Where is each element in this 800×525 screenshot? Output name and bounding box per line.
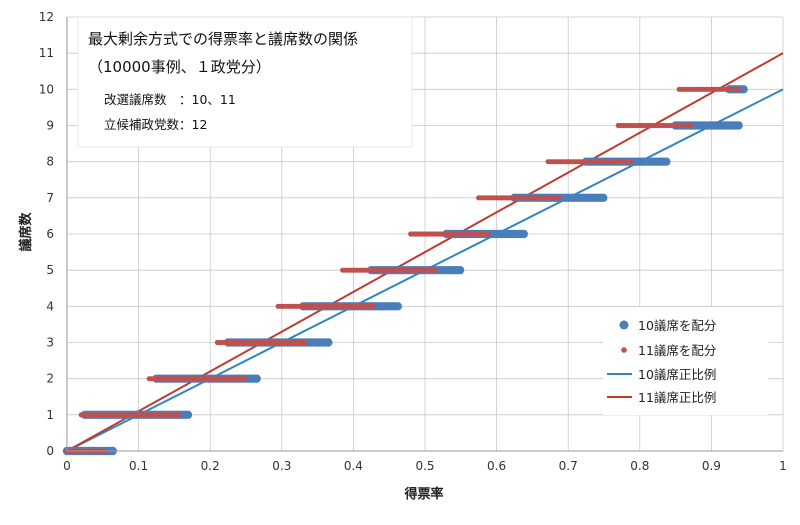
annotation-box: 最大剰余方式での得票率と議席数の関係 （10000事例、１政党分） 改選議席数 … — [77, 16, 413, 148]
y-axis-title: 議席数 — [18, 212, 34, 252]
x-tick-label: 0.6 — [487, 459, 506, 473]
point-10-seats — [455, 265, 465, 275]
x-tick-label: 0.7 — [559, 459, 578, 473]
legend-label-10-proportional: 10議席正比例 — [638, 367, 716, 382]
point-10-seats — [599, 193, 608, 203]
point-11-seats — [628, 159, 634, 165]
y-tick-label: 1 — [46, 408, 54, 422]
x-tick-label: 0.8 — [630, 459, 649, 473]
y-tick-label: 3 — [46, 336, 54, 350]
x-axis-title: 得票率 — [403, 486, 443, 502]
y-tick-label: 9 — [46, 119, 54, 133]
legend-marker-11-seats — [621, 347, 627, 353]
annotation-seats: 改選議席数 ：10、11 — [104, 92, 236, 107]
annotation-parties: 立候補政党数：12 — [104, 117, 207, 132]
point-10-seats — [183, 410, 193, 420]
y-tick-label: 12 — [39, 10, 54, 24]
x-tick-label: 0.1 — [129, 459, 148, 473]
point-10-seats — [519, 229, 528, 239]
y-tick-label: 7 — [46, 191, 54, 205]
tick-labels: 0 0.1 0.2 0.3 0.4 0.5 0.6 0.7 0.8 0.9 101234567891… — [39, 10, 787, 473]
annotation-title: 最大剰余方式での得票率と議席数の関係 — [88, 30, 358, 48]
point-11-seats — [556, 195, 562, 201]
legend-label-11-proportional: 11議席正比例 — [638, 390, 716, 405]
x-tick-label: 0.3 — [272, 459, 291, 473]
point-11-seats — [736, 86, 742, 92]
point-10-seats — [739, 85, 748, 94]
point-10-seats — [662, 157, 671, 166]
y-tick-label: 10 — [39, 82, 54, 96]
legend-label-10-seats: 10議席を配分 — [638, 318, 716, 333]
y-tick-label: 0 — [46, 444, 54, 458]
y-tick-label: 4 — [46, 299, 54, 313]
x-tick-label: 0.4 — [344, 459, 363, 473]
axes — [66, 17, 783, 452]
point-10-seats — [252, 374, 261, 383]
x-tick-label: 0.5 — [415, 459, 434, 473]
line-11-proportional — [66, 52, 784, 452]
point-11-seats — [432, 267, 438, 273]
y-tick-label: 11 — [39, 46, 54, 60]
x-tick-label: 0 — [63, 459, 71, 473]
annotation-background — [77, 16, 413, 148]
y-tick-label: 6 — [46, 227, 54, 241]
point-11-seats — [302, 339, 308, 346]
annotation-subtitle: （10000事例、１政党分） — [88, 58, 271, 76]
legend-marker-10-seats — [619, 320, 629, 330]
point-10-seats — [324, 338, 333, 347]
point-10-seats — [393, 302, 402, 311]
x-tick-label: 1 — [779, 459, 787, 473]
y-tick-label: 2 — [46, 372, 54, 386]
point-11-seats — [176, 412, 182, 418]
data-points — [62, 85, 748, 456]
y-tick-label: 8 — [46, 155, 54, 169]
point-11-seats — [242, 376, 248, 382]
point-11-seats — [370, 303, 376, 309]
point-11-seats — [688, 122, 694, 129]
legend-label-11-seats: 11議席を配分 — [638, 343, 716, 358]
y-tick-label: 5 — [46, 263, 54, 277]
x-tick-label: 0.2 — [201, 459, 220, 473]
x-tick-label: 0.9 — [702, 459, 721, 473]
legend: 10議席を配分 11議席を配分 10議席正比例 11議席正比例 — [603, 307, 768, 415]
point-10-seats — [734, 121, 743, 130]
point-11-seats — [485, 231, 491, 237]
